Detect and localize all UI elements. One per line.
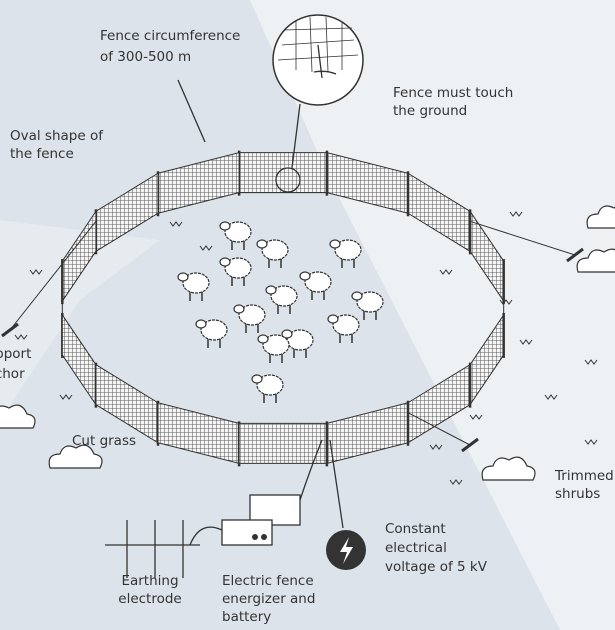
fence-panel: [239, 153, 327, 193]
label: Support: [0, 346, 31, 362]
head: [178, 273, 188, 281]
label: shrubs: [555, 486, 600, 502]
head: [252, 375, 262, 383]
label: voltage of 5 kV: [385, 559, 488, 575]
label: Cut grass: [72, 433, 136, 449]
label: Fence circumference: [100, 28, 240, 44]
head: [258, 335, 268, 343]
label: Constant: [385, 521, 446, 537]
head: [330, 240, 340, 248]
magnifier: [273, 15, 363, 105]
label: energizer and: [222, 591, 315, 607]
label: Fence must touch: [393, 85, 513, 101]
head: [196, 320, 206, 328]
label: the fence: [10, 146, 74, 162]
label: of 300-500 m: [100, 49, 191, 65]
label: Trimmed: [554, 468, 614, 484]
label: electrode: [118, 591, 181, 607]
head: [220, 222, 230, 230]
illustration: Fence circumference of 300-500 m Fence mus…: [0, 0, 615, 630]
head: [328, 315, 338, 323]
label: electrical: [385, 540, 447, 556]
head: [257, 240, 267, 248]
label: Oval shape of: [10, 128, 104, 144]
head: [220, 258, 230, 266]
label: Earthing: [121, 573, 178, 589]
head: [300, 272, 310, 280]
head: [352, 292, 362, 300]
fence-panel: [239, 423, 327, 463]
battery: [222, 520, 272, 545]
label: Electric fence: [222, 573, 314, 589]
label: anchor: [0, 366, 25, 382]
label: the ground: [393, 103, 467, 119]
label: battery: [222, 609, 271, 625]
head: [234, 305, 244, 313]
head: [266, 286, 276, 294]
